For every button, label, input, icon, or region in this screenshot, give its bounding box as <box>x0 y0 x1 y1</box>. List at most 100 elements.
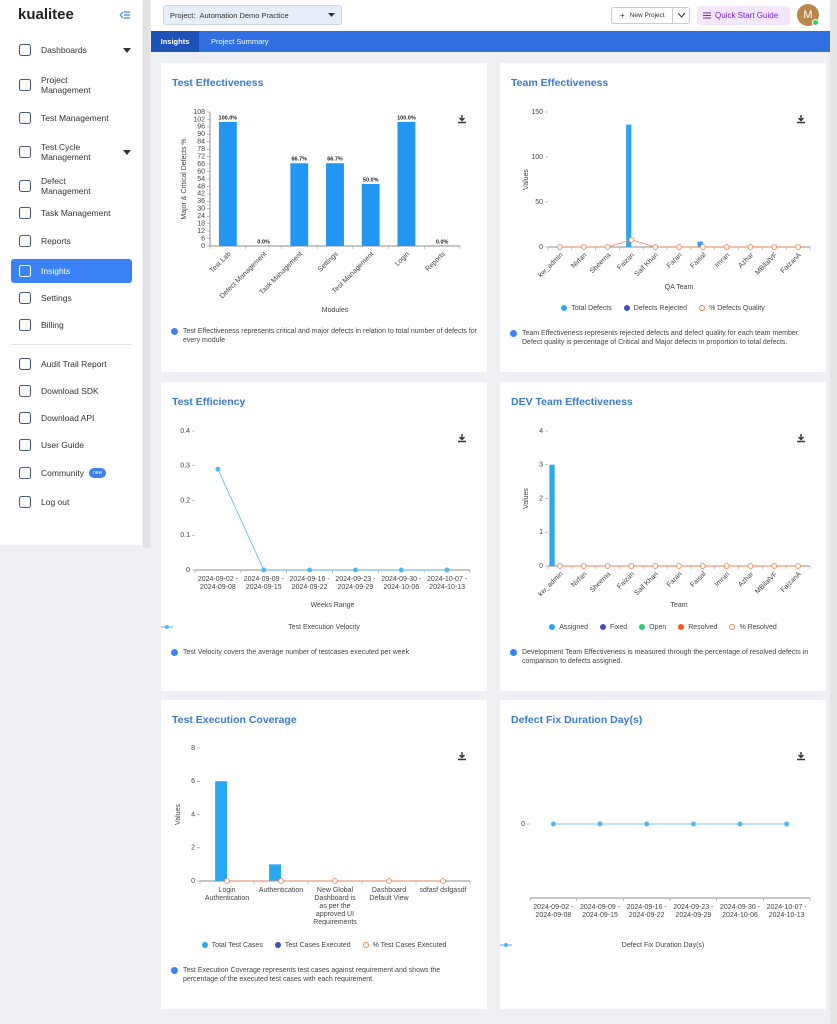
quick-start-button[interactable]: Quick Start Guide <box>697 6 790 25</box>
separator <box>11 344 132 345</box>
tab[interactable]: Project Summary <box>211 37 269 46</box>
x-tick-label: Azhar <box>737 251 755 269</box>
download-button[interactable] <box>458 752 466 761</box>
x-tick-label: FaizanA <box>780 571 803 594</box>
y-tick-label: 6 <box>201 235 205 242</box>
legend-item[interactable]: % Test Cases Executed <box>362 942 446 949</box>
legend-item[interactable]: Test Cases Executed <box>274 942 351 949</box>
menu-item[interactable]: Dashboards <box>11 38 132 62</box>
menu-label: Log out <box>41 497 70 507</box>
download-button[interactable] <box>797 115 805 124</box>
bar <box>269 864 281 881</box>
project-select[interactable]: Project: Automation Demo Practice <box>163 5 342 25</box>
menu-item[interactable]: Insights <box>11 259 132 283</box>
download-icon <box>797 115 805 124</box>
y-tick-label: 90 <box>197 131 205 138</box>
logo[interactable]: kualitee <box>18 6 74 23</box>
download-button[interactable] <box>458 434 466 443</box>
legend-item[interactable]: % Defects Quality <box>699 305 765 312</box>
chart-panel: 0 50 100 150 Values QA Team kw_admin Nirfan Shee… <box>500 63 826 372</box>
info-icon <box>510 649 517 656</box>
x-tick-label: 2024-09-09 - 2024-09-15 <box>579 904 621 919</box>
legend-item[interactable]: Assigned <box>549 624 588 631</box>
chart: 0 50 100 150 Values QA Team kw_admin Nirfan Shee… <box>523 109 811 291</box>
collapse-icon[interactable] <box>119 10 131 20</box>
legend-item[interactable]: Fixed <box>600 624 627 631</box>
y-tick-label: 150 <box>531 109 543 116</box>
legend-item[interactable]: Total Test Cases <box>201 942 263 949</box>
marker <box>398 567 404 573</box>
x-tick-label: Login Authentication <box>204 887 250 902</box>
icon-shape <box>18 111 32 125</box>
y-tick-label: 108 <box>193 109 205 116</box>
menu-item[interactable]: Test Management <box>11 106 132 130</box>
y-tick-label: 2 <box>539 495 543 502</box>
menu-item[interactable]: Project Management <box>11 73 132 97</box>
value-label: 0.0% <box>436 239 449 245</box>
menu-item[interactable]: Test Cycle Management <box>11 140 132 164</box>
x-tick-label: Authentication <box>258 887 304 894</box>
legend-label: % Defects Quality <box>709 305 765 312</box>
menu-item[interactable]: Download SDK <box>11 379 132 403</box>
scrollbar <box>830 0 837 1024</box>
download-icon <box>797 752 805 761</box>
plus-icon: + <box>620 11 625 20</box>
scrollbar <box>143 0 150 548</box>
x-tick-label: New Global Dashboard is as per the appro… <box>313 887 357 926</box>
chart: 0 2 4 6 8 Values <box>175 745 471 885</box>
tab[interactable]: Insights <box>151 31 199 52</box>
download-button[interactable] <box>797 434 805 443</box>
menu-item[interactable]: Settings <box>11 286 132 310</box>
x-tick-label: FaizanA <box>780 252 803 275</box>
y-tick-label: 30 <box>197 206 205 213</box>
marker <box>747 244 754 250</box>
new-project-button[interactable]: + New Project <box>611 7 690 24</box>
caret-shape <box>123 47 131 53</box>
legend-item[interactable]: % Resolved <box>729 624 777 631</box>
x-tick-label: kw_admin <box>537 571 564 598</box>
y-tick-label: 0 <box>191 878 195 885</box>
download-button[interactable] <box>458 115 466 124</box>
marker <box>386 878 392 884</box>
marker <box>699 244 706 250</box>
x-tick-label: kw_admin <box>537 252 564 279</box>
legend-item[interactable]: Test Execution Velocity <box>161 624 360 631</box>
marker <box>795 563 801 569</box>
bar <box>215 781 227 881</box>
x-axis-label: Modules <box>322 307 349 314</box>
menu-icon <box>18 466 32 480</box>
menu-item[interactable]: Audit Trail Report <box>11 352 132 376</box>
x-tick-label: 2024-09-09 - 2024-09-15 <box>243 576 284 591</box>
menu-item[interactable]: Task Management <box>11 201 132 225</box>
legend-dot <box>165 625 169 629</box>
x-tick-label: 2024-09-30 - 2024-10-06 <box>381 576 422 591</box>
legend-item[interactable]: Defect Fix Duration Day(s) <box>500 942 705 949</box>
caret <box>123 149 131 155</box>
legend-item[interactable]: Total Defects <box>561 305 612 312</box>
menu-item[interactable]: Reports <box>11 229 132 253</box>
chart-panel: 0 2 4 6 8 Values Test Execution Coverage Login … <box>161 700 487 1009</box>
chart-title: Defect Fix Duration Day(s) <box>511 714 643 726</box>
legend-item[interactable]: Open <box>639 624 666 631</box>
legend-label: Defect Fix Duration Day(s) <box>621 942 705 949</box>
x-tick-label: Faran <box>666 252 684 270</box>
menu-item[interactable]: Defect Management <box>11 174 132 198</box>
icon-shape <box>18 179 32 193</box>
legend-marker <box>161 625 173 629</box>
menu-item[interactable]: Download API <box>11 406 132 430</box>
menu-item[interactable]: Log out <box>11 490 132 514</box>
x-tick-label: 2024-09-23 - 2024-09-29 <box>335 576 376 591</box>
value-label: 100.0% <box>219 115 238 121</box>
menu-item[interactable]: Billing <box>11 313 132 337</box>
tab-bar: Insights Project Summary <box>151 31 830 52</box>
legend-item[interactable]: Resolved <box>678 624 717 631</box>
menu-item[interactable]: User Guide <box>11 433 132 457</box>
menu-item[interactable]: Community new <box>11 461 132 485</box>
menu-icon <box>18 411 32 425</box>
legend-item[interactable]: Defects Rejected <box>623 305 687 312</box>
download-button[interactable] <box>797 752 805 761</box>
menu-icon <box>18 264 32 278</box>
x-tick-label: Settings <box>317 250 340 273</box>
